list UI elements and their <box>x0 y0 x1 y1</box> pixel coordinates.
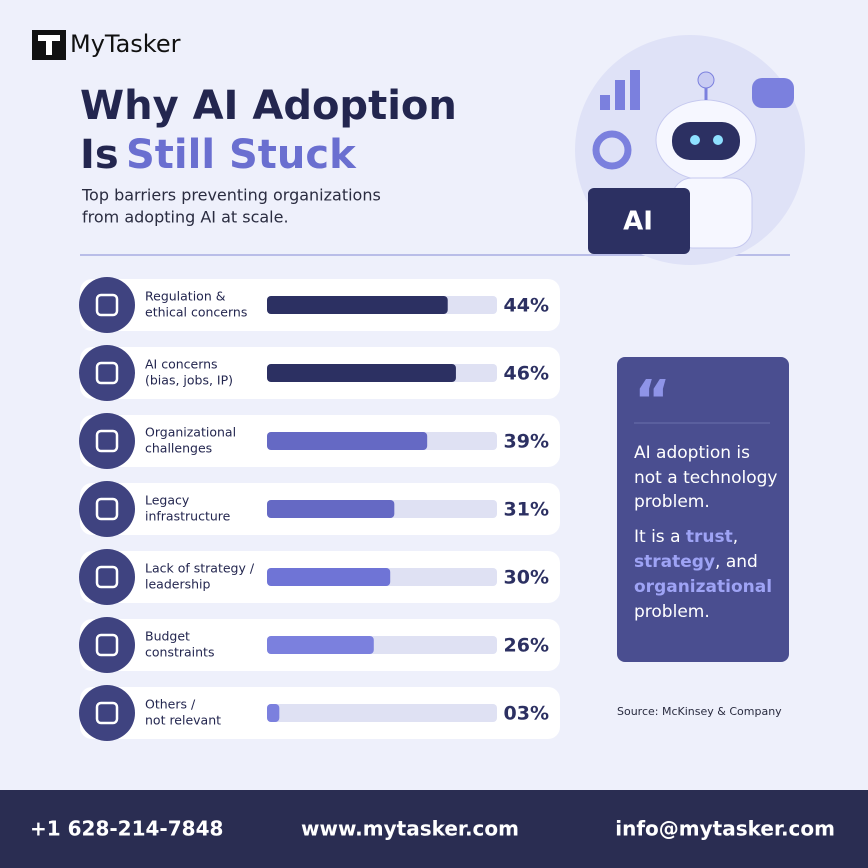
row-icon <box>79 481 135 537</box>
category-label: ethical concerns <box>145 305 247 320</box>
row-icon <box>79 345 135 401</box>
bar-chart: Regulation &ethical concerns 44% AI concer… <box>79 277 560 741</box>
quote-emphasis: It is a trust, strategy, and organizationa… <box>634 527 772 622</box>
row-icon <box>79 617 135 673</box>
row-icon-glyph <box>95 361 119 385</box>
quote-line: It is a trust, <box>634 527 738 547</box>
value-label: 31% <box>504 499 549 521</box>
category-label: not relevant <box>145 713 221 728</box>
icon <box>615 80 625 110</box>
logo-icon <box>46 35 52 55</box>
bar-track <box>267 704 497 722</box>
category-label: AI concerns <box>145 357 218 372</box>
quote-text: , <box>733 527 738 547</box>
row-icon <box>79 685 135 741</box>
quote-highlight: trust <box>686 527 733 547</box>
laptop-label: AI <box>623 207 653 237</box>
category-label: Organizational <box>145 425 236 440</box>
category-label: (bias, jobs, IP) <box>145 373 233 388</box>
footer <box>0 790 868 868</box>
quote-text: , and <box>715 552 758 572</box>
bar <box>267 432 428 450</box>
value-label: 03% <box>504 703 549 725</box>
quote-highlight: strategy <box>634 552 715 572</box>
title: Is <box>80 132 119 178</box>
category-label: leadership <box>145 577 210 592</box>
laptop <box>588 188 690 254</box>
row-icon <box>79 413 135 469</box>
brand: MyTasker <box>70 30 181 58</box>
illustration: AI <box>575 35 805 265</box>
value-label: 30% <box>504 567 549 589</box>
email: info@mytasker.com <box>615 817 835 841</box>
bar <box>267 704 280 722</box>
bar <box>267 364 456 382</box>
row-icon-glyph <box>95 633 119 657</box>
row-icon-glyph <box>95 429 119 453</box>
subtitle: Top barriers preventing organizations <box>81 186 381 205</box>
category-label: Budget <box>145 629 190 644</box>
value-label: 44% <box>504 295 549 317</box>
quote-text: AI adoption is <box>634 443 750 463</box>
row-icon-glyph <box>95 565 119 589</box>
icon <box>630 70 640 110</box>
bar <box>267 568 391 586</box>
category-label: infrastructure <box>145 509 231 524</box>
value-label: 39% <box>504 431 549 453</box>
quote-text: It is a <box>634 527 686 547</box>
quote-text: not a technology <box>634 468 777 488</box>
robot-eye <box>713 135 723 145</box>
antenna <box>697 71 715 89</box>
quote-box <box>617 357 789 662</box>
website: www.mytasker.com <box>301 817 519 841</box>
quote-line: strategy, and <box>634 552 758 572</box>
quote-text: problem. <box>634 492 710 512</box>
subtitle: from adopting AI at scale. <box>82 208 289 227</box>
quote-line: organizational <box>634 577 772 597</box>
source: Source: McKinsey & Company <box>617 705 782 718</box>
row-icon-glyph <box>95 293 119 317</box>
title: Why AI Adoption <box>80 83 457 129</box>
quote-highlight: organizational <box>634 577 772 597</box>
quote-text: problem. <box>634 602 710 622</box>
row-icon-glyph <box>95 701 119 725</box>
bar <box>267 636 374 654</box>
quote-mark: “ <box>634 369 671 434</box>
bar <box>267 296 448 314</box>
row-icon <box>79 277 135 333</box>
chat-bubble <box>752 78 794 108</box>
category-label: challenges <box>145 441 212 456</box>
phone: +1 628-214-7848 <box>30 817 223 841</box>
category-label: Others / <box>145 697 196 712</box>
category-label: Lack of strategy / <box>145 561 255 576</box>
category-label: constraints <box>145 645 214 660</box>
quote-line: problem. <box>634 602 710 622</box>
value-label: 46% <box>504 363 549 385</box>
title-highlight: Still Stuck <box>126 132 357 178</box>
bar <box>267 500 395 518</box>
category-label: Regulation & <box>145 289 226 304</box>
category-label: Legacy <box>145 493 190 508</box>
row-icon <box>79 549 135 605</box>
robot-face <box>672 122 740 160</box>
gear <box>592 130 632 170</box>
value-label: 26% <box>504 635 549 657</box>
icon <box>600 95 610 110</box>
robot-eye <box>690 135 700 145</box>
row-icon-glyph <box>95 497 119 521</box>
